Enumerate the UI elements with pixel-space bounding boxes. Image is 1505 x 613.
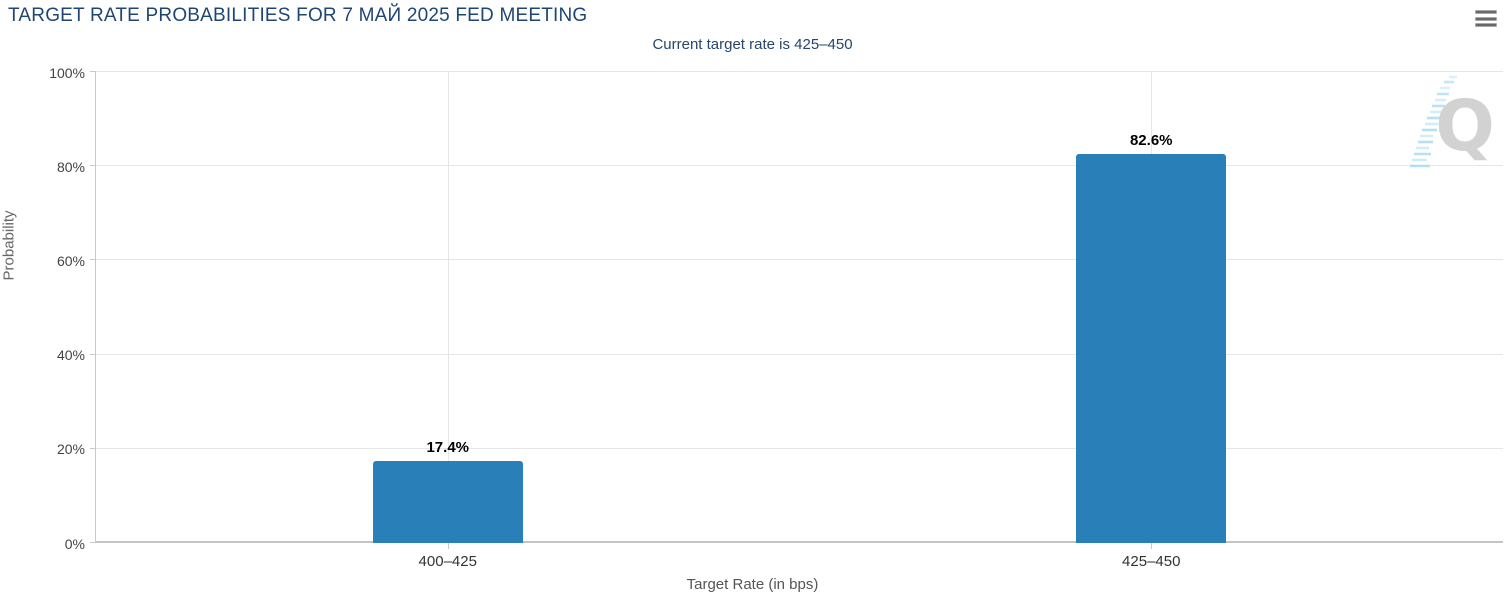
horizontal-gridline (96, 353, 1503, 355)
x-axis-title: Target Rate (in bps) (686, 576, 819, 593)
horizontal-gridline (96, 259, 1503, 261)
y-tick-label: 100% (49, 64, 85, 81)
y-tick-mark (90, 353, 96, 355)
horizontal-gridline (96, 447, 1503, 449)
hamburger-menu-icon[interactable] (1474, 9, 1498, 28)
y-tick-label: 40% (56, 347, 85, 364)
probability-bar[interactable] (1076, 153, 1227, 543)
y-tick-mark (90, 165, 96, 167)
y-tick-label: 60% (56, 252, 85, 269)
y-tick-mark (90, 71, 96, 72)
hamburger-bar (1475, 10, 1497, 14)
category-label: 425–450 (1122, 553, 1181, 570)
y-tick-mark (90, 259, 96, 261)
y-tick-label: 20% (56, 441, 85, 458)
horizontal-gridline (96, 165, 1503, 167)
chart-title: TARGET RATE PROBABILITIES FOR 7 МАЙ 2025… (8, 5, 588, 26)
category-label: 400–425 (418, 553, 477, 570)
hamburger-bar (1475, 23, 1497, 27)
bar-value-label: 17.4% (426, 439, 470, 457)
y-axis-title: Probability (0, 210, 18, 281)
x-axis-line (96, 541, 1503, 543)
y-tick-label: 80% (56, 158, 85, 175)
chart-subtitle: Current target rate is 425–450 (652, 36, 853, 53)
x-tick-mark (447, 543, 449, 549)
plot-area: 0% 20% 40% 60% 80% 100% 17.4% 400–425 82.6% 425–4… (49, 65, 1503, 570)
y-tick-mark (90, 447, 96, 449)
x-tick-mark (1151, 543, 1153, 549)
probability-bar[interactable] (372, 461, 523, 543)
y-tick-mark (90, 542, 96, 543)
y-tick-label: 0% (64, 535, 85, 552)
hamburger-bar (1475, 16, 1497, 21)
vertical-gridline (447, 72, 449, 543)
bar-value-label: 82.6% (1129, 131, 1173, 149)
horizontal-gridline (96, 71, 1503, 72)
